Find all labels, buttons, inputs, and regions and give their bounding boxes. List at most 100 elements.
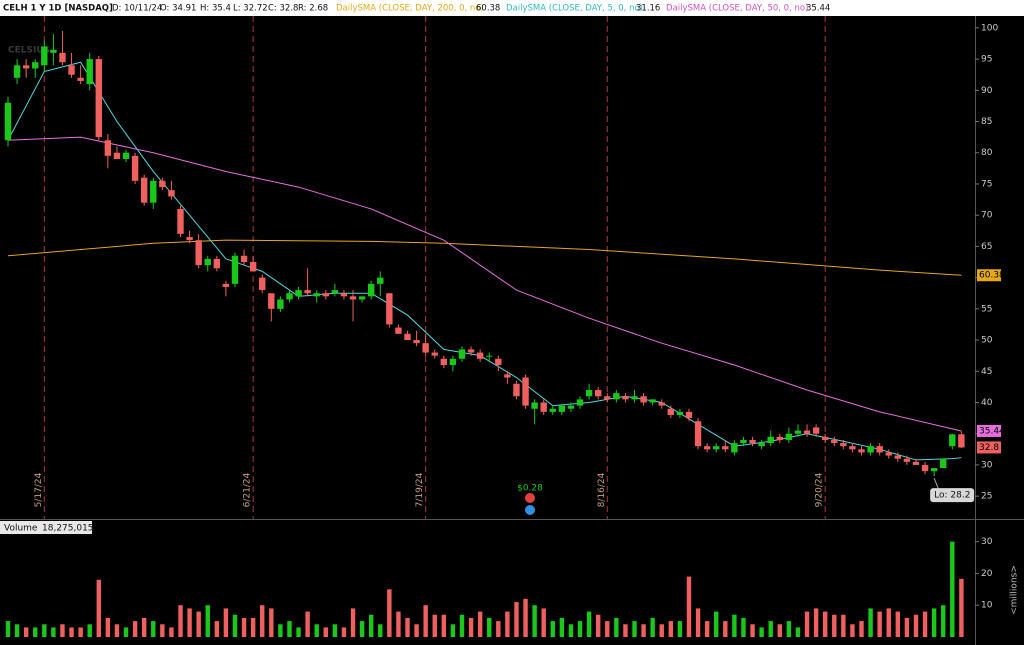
y-tick-label: 10 — [981, 601, 993, 611]
candle-body — [413, 340, 420, 344]
sma-line — [7, 136, 962, 432]
volume-bar — [151, 621, 156, 637]
candle-body — [495, 358, 502, 366]
low-label: Lo: 28.2 — [934, 491, 970, 501]
date-label: 6/21/24 — [243, 472, 253, 507]
volume-bar — [459, 614, 465, 637]
candle-body — [840, 443, 847, 447]
candle-body — [649, 399, 656, 403]
candle-body — [558, 405, 566, 412]
candle-body — [386, 293, 393, 325]
candle-body — [894, 455, 902, 459]
price-tag: 60.38 — [979, 271, 1005, 281]
candle-body — [104, 140, 112, 156]
volume-bar — [732, 614, 737, 637]
candle-body — [803, 430, 811, 434]
volume-bar — [405, 617, 410, 637]
dividend-label: $0.28 — [517, 484, 543, 494]
candle-body — [59, 52, 66, 63]
candle-body — [831, 439, 838, 444]
volume-bar — [895, 611, 901, 637]
candle-body — [676, 411, 684, 415]
volume-bar — [477, 611, 483, 637]
y-tick-label: 40 — [981, 398, 993, 408]
volume-bar — [223, 608, 229, 637]
date-label: 7/19/24 — [415, 472, 425, 507]
candle-body — [812, 427, 820, 434]
volume-bar — [496, 621, 501, 637]
volume-bar — [559, 617, 565, 637]
candle-body — [395, 327, 402, 334]
y-tick-label: 50 — [981, 336, 993, 346]
volume-bar — [850, 624, 855, 637]
candle-body — [404, 333, 411, 341]
volume-bar — [804, 611, 810, 637]
volume-bar — [205, 605, 210, 637]
candle-body — [95, 59, 102, 138]
candle-body — [667, 408, 675, 415]
volume-bar — [668, 621, 674, 637]
candle-body — [367, 283, 375, 297]
volume-bar — [487, 617, 492, 637]
volume-bar — [141, 617, 147, 637]
range: R: 2.68 — [298, 4, 328, 14]
candle-body — [585, 390, 593, 397]
info-icon — [525, 505, 535, 515]
candle-body — [949, 434, 956, 447]
candle-body — [195, 240, 202, 266]
candle-body — [540, 402, 547, 412]
volume-bar — [160, 624, 165, 637]
candle-body — [268, 293, 275, 309]
volume-axis-label: <millions> — [1010, 565, 1020, 615]
legend-value: 60.38 — [476, 4, 500, 14]
volume-bar — [514, 602, 519, 637]
volume-bar — [378, 624, 383, 637]
volume-bar — [60, 624, 65, 637]
candle-body — [940, 458, 947, 469]
volume-bar — [350, 608, 356, 637]
candle-body — [486, 355, 493, 357]
y-tick-label: 25 — [981, 492, 992, 502]
volume-bar — [859, 621, 864, 637]
volume-bar — [841, 614, 846, 637]
candle-body — [885, 452, 892, 456]
volume-bar — [341, 627, 347, 637]
candle-body — [749, 439, 756, 444]
candle-body — [41, 46, 48, 66]
volume-bar — [78, 627, 83, 637]
candle-body — [113, 152, 121, 159]
volume-bar — [441, 614, 447, 637]
volume-bar — [650, 617, 655, 637]
legend-entry: DailySMA (CLOSE, DAY, 200, 0, no) — [336, 4, 484, 14]
volume-bar — [69, 627, 74, 637]
volume-bar — [214, 621, 220, 637]
volume-bar — [359, 621, 365, 637]
volume-bar — [187, 608, 192, 637]
candle-body — [594, 390, 602, 397]
candle-body — [613, 393, 620, 400]
volume-bar — [768, 621, 773, 637]
legend-entry: DailySMA (CLOSE, DAY, 50, 0, no) — [666, 4, 808, 14]
candle-body — [567, 405, 575, 409]
open: O: 34.91 — [160, 4, 196, 14]
legend-entry: DailySMA (CLOSE, DAY, 5, 0, no) — [506, 4, 643, 14]
candle-body — [767, 436, 774, 444]
volume-bar — [786, 621, 792, 637]
volume-bar — [396, 611, 401, 637]
volume-bar — [314, 624, 319, 637]
volume-bar — [741, 617, 746, 637]
volume-bar — [132, 621, 138, 637]
volume-bar — [632, 621, 637, 637]
volume-bar — [423, 605, 428, 637]
candle-body — [340, 293, 348, 297]
volume-bar — [550, 621, 555, 637]
candle-body — [322, 293, 329, 297]
y-tick-label: 100 — [981, 23, 998, 33]
low-pointer — [933, 477, 939, 489]
candle-body — [349, 296, 357, 300]
sma-line — [7, 61, 962, 461]
candle-body — [377, 277, 384, 284]
y-tick-label: 65 — [981, 242, 992, 252]
candle-body — [631, 396, 638, 400]
candle-body — [358, 296, 366, 300]
